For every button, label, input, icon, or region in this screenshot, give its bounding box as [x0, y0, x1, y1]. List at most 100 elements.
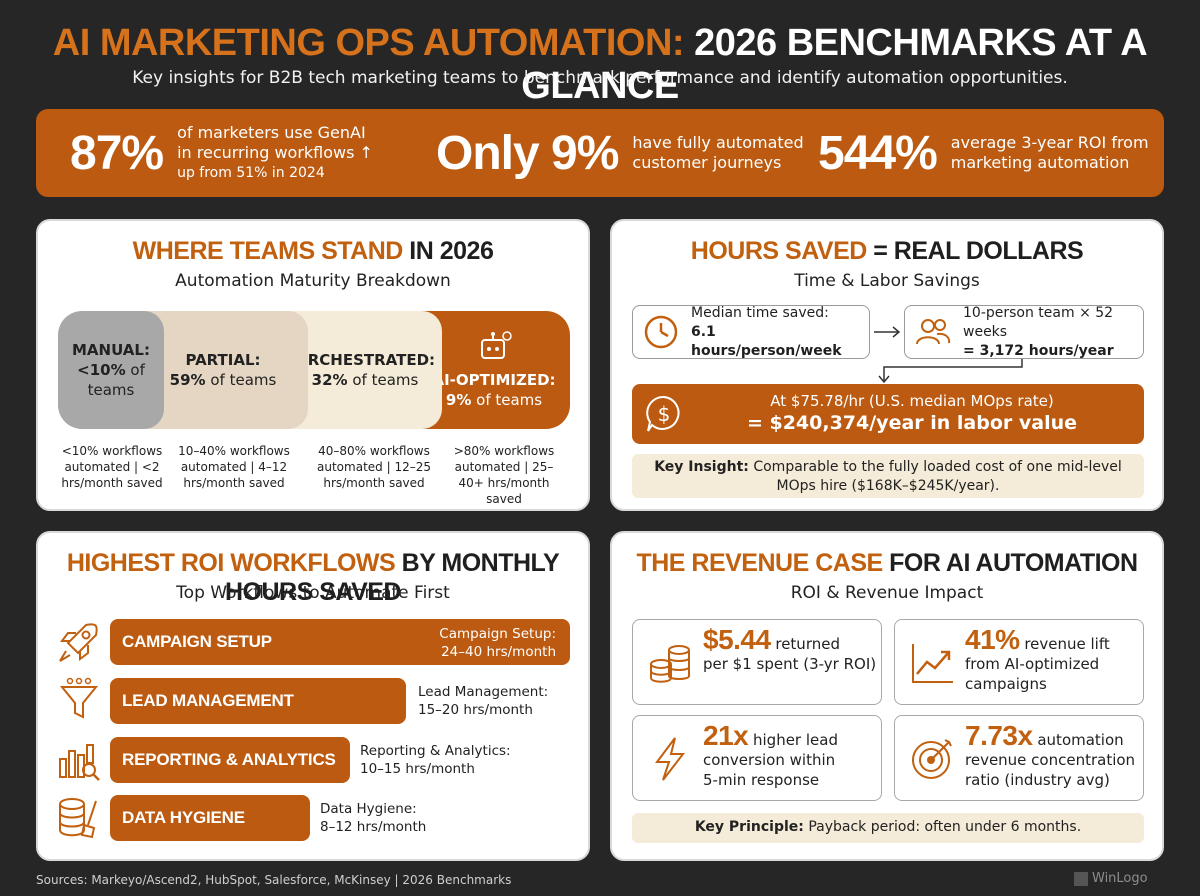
maturity-note-ai: >80% workflows automated | 25–40+ hrs/mo…: [453, 444, 555, 506]
insight-label: Key Insight:: [654, 459, 749, 475]
key-insight: Key Insight: Comparable to the fully loa…: [632, 454, 1144, 498]
workflow-bar-lead-management: LEAD MANAGEMENT: [110, 678, 406, 724]
maturity-note-partial: 10–40% workflows automated | 4–12 hrs/mo…: [178, 444, 290, 490]
stat-line: have fully automated: [632, 133, 804, 152]
title-orange: HOURS SAVED: [690, 237, 868, 265]
label-line: Data Hygiene:: [320, 801, 417, 817]
chart-search-icon: [59, 744, 100, 781]
workflow-label-lead: Lead Management: 15–20 hrs/month: [418, 683, 548, 719]
workflow-bar-campaign-setup: CAMPAIGN SETUP: [110, 619, 570, 665]
coins-icon: [650, 645, 690, 683]
card-line: 5-min response: [703, 771, 820, 789]
card-line: conversion within: [703, 751, 836, 769]
maturity-panel: WHERE TEAMS STAND IN 2026 Automation Mat…: [36, 219, 590, 511]
card-line: ratio (industry avg): [965, 771, 1110, 789]
rate-line: At $75.78/hr (U.S. median MOps rate): [770, 392, 1054, 410]
label-line: Lead Management:: [418, 684, 549, 700]
target-icon: [912, 739, 952, 779]
labor-value-box: $ At $75.78/hr (U.S. median MOps rate) =…: [632, 384, 1144, 444]
labor-value-line: = $240,374/year in labor value: [746, 412, 1078, 434]
logo-text: WinLogo: [1092, 871, 1148, 886]
card-line: revenue concentration: [965, 751, 1136, 769]
card-line: per $1 spent (3-yr ROI): [703, 655, 877, 673]
card-value: 41%: [965, 624, 1020, 655]
workflow-bar-reporting: REPORTING & ANALYTICS: [110, 737, 350, 783]
title-dark: = REAL DOLLARS: [873, 237, 1084, 265]
stats-banner: 87% of marketers use GenAI in recurring …: [36, 109, 1164, 197]
stat-line: average 3-year ROI from: [950, 133, 1149, 152]
card-revenue-concentration: 7.73x automation revenue concentration r…: [894, 715, 1144, 801]
revenue-title: THE REVENUE CASE FOR AI AUTOMATION: [612, 549, 1162, 578]
title-orange: THE REVENUE CASE: [636, 549, 883, 577]
card-value: 21x: [703, 720, 749, 751]
stat-value: 87%: [70, 126, 164, 180]
card-value: 7.73x: [965, 720, 1033, 751]
stat-line: of marketers use GenAI: [177, 123, 366, 142]
maturity-subtitle: Automation Maturity Breakdown: [175, 271, 451, 291]
card-line: automation: [1037, 731, 1124, 749]
card-line: higher lead: [753, 731, 838, 749]
label-line: 8–12 hrs/month: [320, 819, 427, 835]
level-share-line: teams: [87, 381, 135, 399]
svg-text:$: $: [658, 402, 671, 426]
stat-journeys: Only 9% have fully automated customer jo…: [436, 109, 804, 197]
label-line: 15–20 hrs/month: [418, 702, 533, 718]
level-name: MANUAL:: [72, 341, 150, 359]
robot-icon: [481, 331, 512, 359]
title-orange: WHERE TEAMS STAND: [132, 237, 404, 265]
team-label: 10-person team × 52 weeks: [963, 304, 1114, 340]
card-line: returned: [775, 635, 840, 653]
arrow-down-icon: [878, 359, 1023, 384]
clock-icon: [644, 315, 678, 349]
revenue-subtitle: ROI & Revenue Impact: [790, 583, 984, 603]
maturity-title: WHERE TEAMS STAND IN 2026: [38, 237, 588, 266]
revenue-panel: THE REVENUE CASE FOR AI AUTOMATION ROI &…: [610, 531, 1164, 861]
stat-description: have fully automated customer journeys: [632, 133, 803, 173]
arrow-right-icon: [874, 326, 901, 338]
card-revenue-lift: 41% revenue lift from AI-optimized campa…: [894, 619, 1144, 705]
stat-value: 544%: [818, 126, 938, 180]
title-dark: IN 2026: [409, 237, 494, 265]
insight-text: Comparable to the fully loaded cost of o…: [753, 459, 1122, 494]
label-line: Campaign Setup:: [439, 626, 556, 642]
watermark-logo: WinLogo: [1074, 871, 1148, 886]
stat-value: Only 9%: [436, 126, 619, 180]
level-share: 59% of teams: [169, 371, 277, 389]
hours-subtitle: Time & Labor Savings: [794, 271, 980, 291]
stat-genai: 87% of marketers use GenAI in recurring …: [70, 109, 373, 197]
median-value: 6.1 hours/person/week: [691, 323, 842, 359]
level-share: 32% of teams: [311, 371, 419, 389]
dollar-bubble-icon: $: [646, 395, 680, 432]
funnel-icon: [59, 677, 99, 719]
workflow-label-reporting: Reporting & Analytics: 10–15 hrs/month: [360, 742, 511, 778]
stat-line: up from 51% in 2024: [177, 165, 325, 181]
maturity-orchestrated: ORCHESTRATED: 32% of teams: [288, 311, 442, 429]
label-line: 24–40 hrs/month: [441, 644, 556, 660]
card-line: revenue lift: [1024, 635, 1110, 653]
workflow-label-hygiene: Data Hygiene: 8–12 hrs/month: [320, 800, 426, 836]
stat-description: of marketers use GenAI in recurring work…: [177, 123, 373, 183]
stat-roi: 544% average 3-year ROI from marketing a…: [818, 109, 1149, 197]
principle-text: Payback period: often under 6 months.: [808, 819, 1082, 835]
workflows-title: HIGHEST ROI WORKFLOWS BY MONTHLY HOURS S…: [38, 549, 588, 607]
team-hours-text: 10-person team × 52 weeks = 3,172 hours/…: [963, 304, 1143, 361]
title-orange: HIGHEST ROI WORKFLOWS: [66, 549, 396, 577]
median-time-text: Median time saved: 6.1 hours/person/week: [691, 304, 869, 361]
principle-label: Key Principle:: [694, 819, 804, 835]
card-text: 7.73x automation revenue concentration r…: [965, 722, 1136, 790]
card-line: from AI-optimized: [965, 655, 1100, 673]
maturity-note-manual: <10% workflows automated | <2 hrs/month …: [61, 444, 163, 490]
hours-panel: HOURS SAVED = REAL DOLLARS Time & Labor …: [610, 219, 1164, 511]
title-dark: FOR AI AUTOMATION: [889, 549, 1138, 577]
level-share: 9% of teams: [445, 391, 543, 409]
median-label: Median time saved:: [691, 304, 829, 321]
stat-line: marketing automation: [950, 153, 1130, 172]
stat-line: customer journeys: [632, 153, 782, 172]
database-brush-icon: [59, 798, 97, 839]
card-text: 41% revenue lift from AI-optimized campa…: [965, 626, 1110, 694]
page-subtitle: Key insights for B2B tech marketing team…: [132, 68, 1068, 88]
title-part-2: 2026 BENCHMARKS AT A GLANCE: [521, 22, 1148, 107]
level-name: AI-OPTIMIZED:: [432, 371, 556, 389]
level-name: PARTIAL:: [185, 351, 261, 369]
card-value: $5.44: [703, 624, 771, 655]
